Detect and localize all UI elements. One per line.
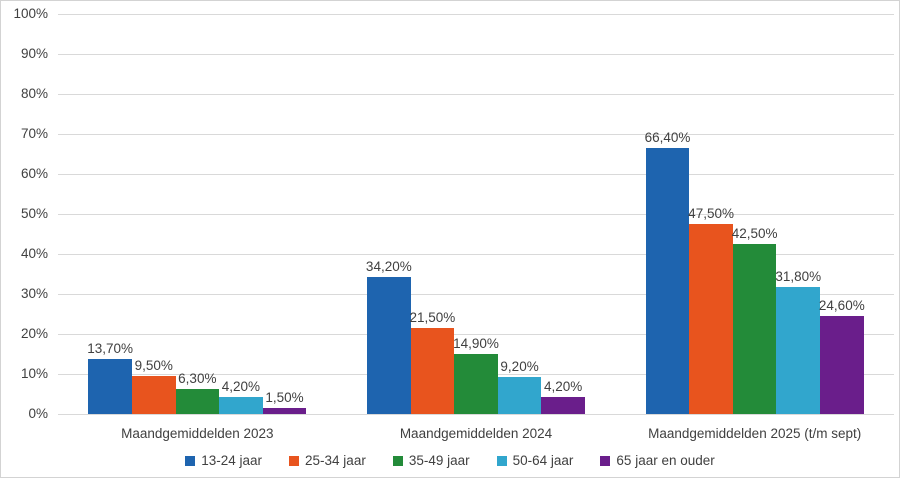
gridline (58, 173, 894, 175)
bar-data-label: 9,50% (134, 358, 173, 373)
x-axis-category-label: Maandgemiddelden 2023 (121, 426, 274, 441)
legend-swatch-icon (392, 455, 403, 466)
bar: 9,20% (497, 359, 542, 414)
bar: 21,50% (410, 310, 455, 414)
gridline (58, 13, 894, 15)
plot-area: 13,70% 9,50% 6,30% 4,20% 1,50% 34,20% 21,50% 14… (58, 13, 894, 415)
bar-groups: 13,70% 9,50% 6,30% 4,20% 1,50% 34,20% 21,50% 14… (58, 14, 894, 414)
bar-group: 13,70% 9,50% 6,30% 4,20% 1,50% (58, 14, 337, 414)
legend-label: 13-24 jaar (201, 453, 263, 468)
x-axis-category-label: Maandgemiddelden 2024 (399, 426, 553, 441)
legend-label: 35-49 jaar (408, 453, 470, 468)
legend-item: 50-64 jaar (496, 453, 574, 468)
bar-data-label: 4,20% (544, 379, 583, 395)
bar-data-label: 14,90% (453, 336, 499, 352)
legend-item: 25-34 jaar (289, 453, 366, 468)
bar-data-label: 6,30% (178, 370, 217, 386)
y-axis-tick-labels: 0% 10% 20% 30% 40% 50% 60% 70% 80% 90% 100% (1, 6, 48, 421)
bar-group-bars: 34,20% 21,50% 14,90% 9,20% 4,20% (366, 14, 585, 414)
legend-swatch-icon (496, 455, 507, 466)
gridline (58, 253, 894, 255)
legend-item: 13-24 jaar (185, 453, 262, 468)
x-axis-category-label: Maandgemiddelden 2025 (t/m sept) (648, 426, 862, 441)
bar: 14,90% (453, 336, 499, 414)
y-axis-tick-label: 100% (13, 6, 48, 21)
bar-group-bars: 66,40% 47,50% 42,50% 31,80% 24,60% (645, 14, 865, 414)
bar: 9,50% (131, 358, 176, 414)
bar: 66,40% (645, 130, 690, 414)
y-axis-tick-label: 30% (20, 286, 48, 301)
bar-data-label: 42,50% (731, 226, 778, 241)
gridline (58, 53, 894, 55)
y-axis-tick-label: 50% (20, 206, 48, 221)
bar: 6,30% (175, 371, 220, 414)
y-axis-tick-label: 40% (20, 246, 48, 261)
bar: 1,50% (262, 390, 307, 414)
bar-data-label: 34,20% (365, 259, 412, 275)
bar: 31,80% (775, 269, 821, 414)
gridline (58, 213, 894, 215)
bar-data-label: 21,50% (409, 310, 456, 325)
bar-data-label: 66,40% (644, 130, 691, 146)
bar-data-label: 13,70% (87, 341, 134, 357)
legend-label: 65 jaar en ouder (616, 453, 715, 468)
legend-item: 35-49 jaar (392, 453, 470, 468)
y-axis-tick-label: 80% (20, 86, 48, 101)
bar: 34,20% (366, 259, 412, 414)
bar-group: 34,20% 21,50% 14,90% 9,20% 4,20% (337, 14, 616, 414)
gridline (58, 333, 894, 335)
bar-data-label: 4,20% (221, 379, 261, 395)
bar-group: 66,40% 47,50% 42,50% 31,80% 24,60% (615, 14, 894, 414)
gridline (58, 413, 894, 415)
legend-swatch-icon (289, 455, 300, 466)
gridline (58, 93, 894, 95)
bar: 47,50% (688, 206, 734, 414)
bar: 42,50% (732, 226, 778, 414)
y-axis-tick-label: 70% (20, 126, 48, 141)
legend-item: 65 jaar en ouder (600, 453, 715, 468)
bar: 4,20% (219, 379, 263, 414)
bar: 4,20% (541, 379, 585, 414)
legend-label: 50-64 jaar (512, 453, 574, 468)
y-axis-tick-label: 20% (20, 326, 48, 341)
legend-label: 25-34 jaar (305, 453, 366, 468)
gridline (58, 293, 894, 295)
bar-data-label: 1,50% (265, 390, 304, 405)
y-axis-tick-label: 60% (20, 166, 48, 181)
bar-data-label: 47,50% (688, 206, 734, 221)
y-axis-tick-label: 0% (28, 406, 48, 421)
bar-data-label: 31,80% (775, 268, 822, 284)
legend-swatch-icon (185, 455, 196, 466)
gridline (58, 133, 894, 135)
bar: 24,60% (819, 298, 865, 414)
x-axis-category-labels: Maandgemiddelden 2023 Maandgemiddelden 20… (58, 426, 894, 442)
bar-group-bars: 13,70% 9,50% 6,30% 4,20% 1,50% (87, 14, 307, 414)
bar-data-label: 24,60% (818, 297, 865, 313)
bar-data-label: 9,20% (500, 359, 539, 375)
y-axis-tick-label: 90% (20, 46, 48, 61)
y-axis-tick-label: 10% (20, 366, 48, 381)
legend: 13-24 jaar 25-34 jaar 35-49 jaar 50-64 jaar… (1, 453, 899, 468)
legend-swatch-icon (600, 455, 611, 466)
bar: 13,70% (87, 341, 133, 414)
